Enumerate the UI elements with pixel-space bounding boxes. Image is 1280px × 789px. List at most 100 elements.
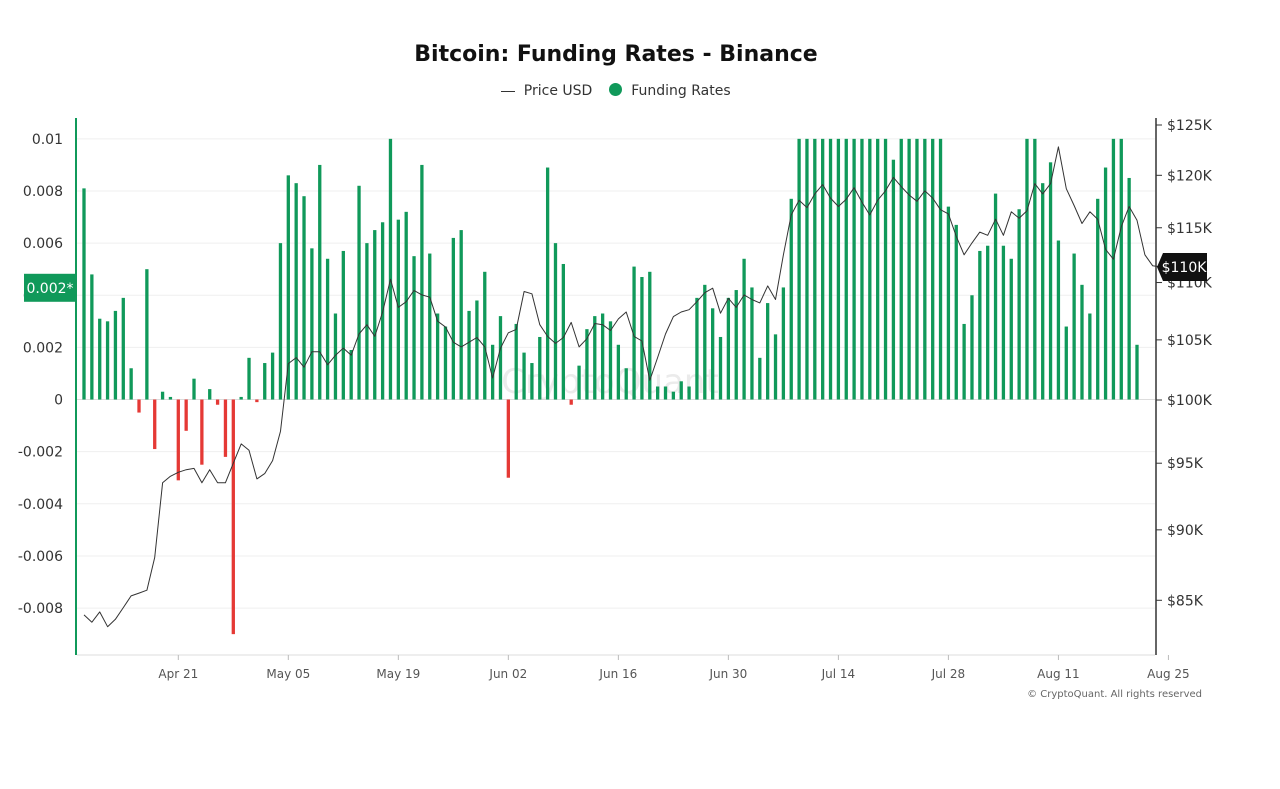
x-tick-label: Jul 14: [821, 667, 856, 681]
funding-bar: [1009, 258, 1013, 400]
funding-bar: [828, 138, 833, 400]
funding-badge-label: 0.002*: [26, 281, 73, 297]
right-tick-label: $95K: [1167, 456, 1204, 472]
funding-bar: [766, 303, 770, 400]
x-tick-label: Jun 16: [598, 667, 637, 681]
axes: [75, 118, 1157, 656]
funding-bar: [428, 253, 432, 400]
funding-bar: [734, 290, 738, 400]
x-tick-label: May 05: [266, 667, 310, 681]
left-tick-label: 0.01: [32, 132, 63, 148]
funding-bar: [404, 211, 408, 400]
funding-bar: [1119, 138, 1123, 400]
right-tick-label: $85K: [1167, 593, 1204, 609]
x-tick-label: Jul 28: [931, 667, 966, 681]
funding-bar: [341, 250, 345, 400]
funding-bar: [561, 263, 565, 400]
funding-bar: [1048, 162, 1053, 400]
funding-bar: [270, 352, 275, 400]
funding-bar: [577, 365, 581, 400]
funding-bar: [1025, 138, 1029, 400]
funding-bar: [129, 368, 133, 400]
x-tick-label: Jun 02: [488, 667, 527, 681]
funding-bar: [978, 250, 982, 400]
funding-bar: [396, 219, 400, 400]
legend-label-funding: Funding Rates: [631, 83, 731, 99]
funding-bar: [687, 386, 691, 400]
funding-bar: [1017, 209, 1021, 400]
funding-bar: [805, 138, 809, 400]
funding-bar: [333, 313, 338, 400]
funding-bar: [215, 399, 220, 405]
funding-bar: [789, 198, 793, 400]
funding-bar: [679, 381, 683, 400]
funding-bar: [310, 248, 314, 400]
funding-bar: [318, 164, 322, 400]
funding-bar: [223, 399, 228, 457]
funding-bar: [993, 193, 998, 400]
chart-legend: Price USD Funding Rates: [0, 83, 1232, 99]
x-tick-label: Aug 25: [1147, 667, 1190, 681]
funding-bar: [459, 230, 463, 400]
funding-bar: [1001, 245, 1006, 400]
line-swatch-icon: [501, 90, 516, 92]
left-tick-label: -0.004: [18, 497, 63, 513]
funding-bar: [82, 188, 86, 400]
left-tick-label: 0.002: [23, 340, 63, 356]
legend-item-funding[interactable]: Funding Rates: [608, 83, 731, 99]
funding-bar: [435, 313, 440, 400]
value-badges: $110K 0.002*: [24, 252, 1208, 302]
left-tick-label: -0.008: [18, 601, 63, 617]
funding-bar: [758, 357, 762, 400]
copyright-notice: © CryptoQuant. All rights reserved: [1027, 689, 1202, 700]
legend-item-price[interactable]: Price USD: [501, 83, 592, 99]
funding-bar: [247, 357, 251, 400]
price-series: [83, 146, 1161, 628]
funding-bar: [373, 230, 377, 400]
funding-bar: [718, 336, 723, 400]
funding-bar: [239, 396, 243, 400]
funding-bar: [365, 243, 369, 400]
funding-bar: [514, 323, 518, 400]
x-tick-label: Aug 11: [1037, 667, 1080, 681]
right-tick-label: $90K: [1167, 523, 1204, 539]
right-tick-label: $100K: [1167, 393, 1213, 409]
funding-bar: [1041, 183, 1045, 400]
right-tick-label: $115K: [1167, 221, 1213, 237]
funding-bar: [184, 399, 188, 431]
funding-bar: [530, 363, 534, 400]
funding-bar: [475, 300, 479, 400]
funding-bar: [153, 399, 157, 450]
funding-bar: [1103, 167, 1108, 400]
funding-bar: [915, 138, 919, 400]
funding-bar: [412, 256, 416, 400]
funding-bar: [420, 164, 424, 400]
funding-bar: [616, 344, 621, 400]
x-tick-label: Apr 21: [158, 667, 198, 681]
funding-bar: [852, 138, 856, 400]
funding-bar: [813, 138, 817, 400]
funding-bar: [624, 368, 628, 400]
funding-bar: [490, 344, 495, 400]
funding-bar: [168, 396, 173, 400]
funding-bar: [797, 138, 801, 400]
funding-bar: [907, 138, 911, 400]
funding-bar: [1064, 326, 1068, 400]
funding-bar: [105, 321, 110, 400]
price-badge-label: $110K: [1162, 260, 1208, 276]
funding-bar: [891, 159, 896, 400]
funding-bar: [821, 138, 825, 400]
right-axis-ticks: $125K $120K $115K $110K $105K $100K $95K $90K $8…: [1156, 118, 1213, 609]
funding-bar: [876, 138, 880, 400]
funding-bar: [711, 308, 715, 400]
funding-badge: [24, 273, 76, 302]
left-tick-label: -0.006: [18, 549, 63, 565]
funding-bar: [388, 138, 393, 400]
funding-bar: [302, 196, 306, 400]
funding-bar: [1072, 253, 1076, 400]
funding-bar: [593, 316, 597, 400]
funding-bar: [98, 318, 102, 400]
right-tick-label: $105K: [1167, 333, 1213, 349]
funding-bar: [443, 326, 448, 400]
funding-bar: [883, 138, 888, 400]
